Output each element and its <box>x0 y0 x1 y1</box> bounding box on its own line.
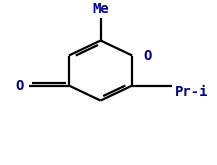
Text: Me: Me <box>92 2 109 16</box>
Text: O: O <box>15 79 23 93</box>
Text: Pr-i: Pr-i <box>174 85 208 99</box>
Text: O: O <box>144 49 152 63</box>
